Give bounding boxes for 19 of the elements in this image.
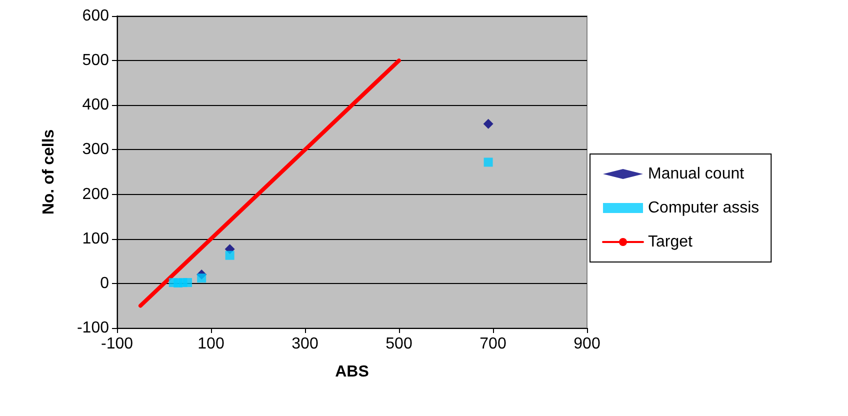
y-tick-label: 600 (82, 8, 110, 24)
y-tick-label: -100 (76, 320, 110, 336)
y-axis-title: No. of cells (40, 129, 58, 215)
x-tick-label: 100 (198, 336, 224, 352)
x-axis-title: ABS (335, 364, 370, 380)
y-tick-label: 100 (82, 230, 110, 248)
legend-label: Manual count (648, 166, 745, 182)
y-tick-label: 0 (100, 274, 110, 292)
x-tick-label: -100 (100, 336, 134, 352)
x-tick-label: 500 (386, 336, 412, 352)
y-tick-label: 300 (82, 141, 110, 158)
x-tick-label: 300 (292, 336, 318, 352)
legend-label: Target (648, 234, 694, 250)
x-tick-label: 700 (480, 336, 506, 352)
y-tick-label: 400 (82, 96, 110, 114)
legend-label: Computer assis (648, 200, 760, 216)
x-tick-label: 900 (574, 336, 600, 352)
y-tick-label: 500 (82, 52, 110, 70)
y-tick-label: 200 (82, 186, 110, 203)
